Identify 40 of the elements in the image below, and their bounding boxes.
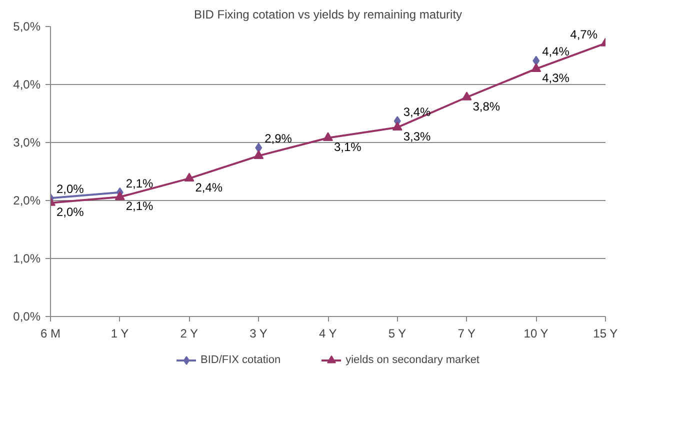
x-tick-label: 2 Y [180, 326, 198, 340]
x-tick-label: 15 Y [593, 326, 618, 340]
data-label: 4,7% [570, 27, 598, 42]
data-label: 2,9% [264, 132, 292, 146]
x-tick-label: 3 Y [250, 326, 268, 340]
x-tick-label: 7 Y [458, 326, 476, 340]
data-label: 3,3% [403, 129, 432, 144]
legend-label: yields on secondary market [346, 354, 480, 366]
data-label: 2,4% [195, 180, 223, 194]
point [462, 92, 472, 100]
point [531, 63, 542, 72]
x-tick-label: 5 Y [388, 326, 406, 340]
y-tick-label: 1,0% [13, 252, 41, 266]
data-label: 4,3% [542, 70, 570, 85]
y-tick-label: 0,0% [13, 310, 41, 324]
data-label: 4,4% [542, 44, 570, 59]
y-tick-label: 3,0% [13, 136, 41, 150]
point [323, 132, 333, 141]
data-label: 2,1% [126, 199, 154, 214]
chart-title: BID Fixing cotation vs yields by remaining maturity [194, 8, 462, 22]
data-label: 3,4% [403, 105, 432, 120]
y-tick-label: 2,0% [13, 194, 41, 208]
data-label: 2,0% [56, 182, 84, 196]
y-tick-label: 5,0% [13, 20, 41, 34]
data-label: 3,8% [472, 99, 500, 114]
point [255, 142, 262, 153]
point [392, 122, 402, 131]
legend-label: BID/FIX cotation [200, 354, 281, 366]
point [532, 56, 540, 66]
y-tick-label: 4,0% [13, 78, 41, 92]
point [254, 150, 264, 159]
data-label: 2,0% [56, 204, 84, 219]
point [114, 191, 125, 200]
x-tick-label: 6 M [40, 326, 61, 340]
x-tick-label: 1 Y [110, 326, 129, 340]
x-tick-label: 10 Y [524, 326, 548, 340]
x-tick-label: 4 Y [318, 326, 337, 340]
point [184, 172, 194, 182]
data-label: 3,1% [334, 140, 362, 154]
data-label: 2,1% [126, 176, 154, 190]
